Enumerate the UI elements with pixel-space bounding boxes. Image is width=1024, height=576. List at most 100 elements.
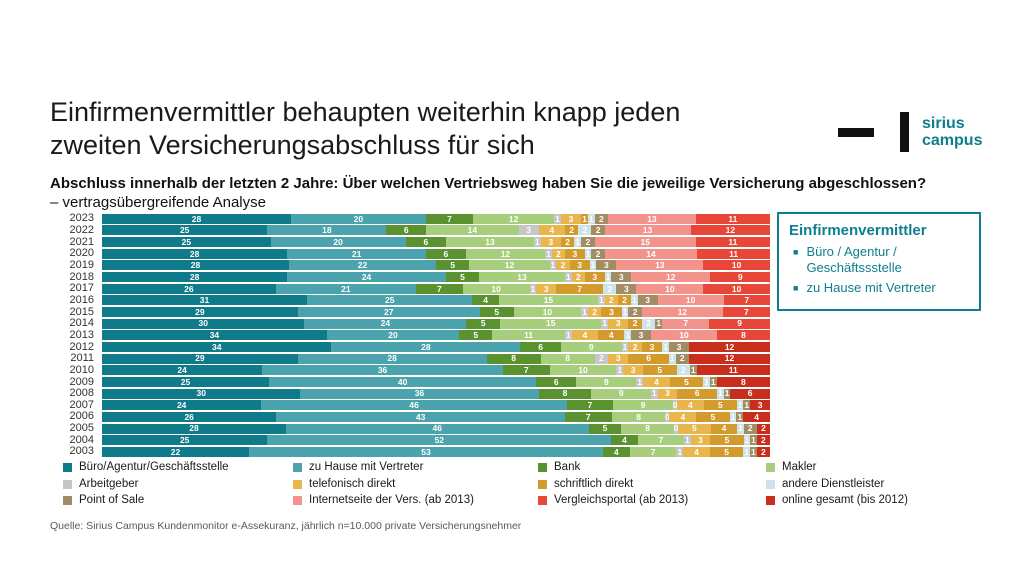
bar-segment: 1 [624,330,632,341]
bar-segment-value: 3 [645,295,650,306]
chart-question: Abschluss innerhalb der letzten 2 Jahre:… [50,174,930,212]
bar-segment-value: 11 [728,365,738,376]
bar-segment-value: 1 [744,446,749,457]
bar-segment: 15 [500,318,602,329]
bar-segment-value: 3 [638,330,644,341]
bar-segment-value: 2 [632,318,638,329]
bar-row: 2011 29 28 8 8 2 3 6 1 2 12 [50,353,775,365]
year-label: 2011 [70,352,94,365]
legend-item: telefonisch direkt [293,478,538,491]
bar-segment-value: 0 [673,423,678,434]
legend-swatch [293,496,302,506]
bar-segment-value: 7 [587,400,593,411]
bar-segment-value: 13 [517,272,527,282]
bar-segment: 12 [465,248,546,259]
bar-segment-value: 43 [415,411,426,422]
bar-segment-value: 4 [582,330,588,341]
bar-segment-value: 9 [618,388,624,399]
bar-row: 2017 26 21 7 10 1 3 7 2 3 10 10 [50,283,775,295]
bar-segment: 22 [102,446,249,457]
bar-segment: 2 [628,342,642,353]
bar-segment-value: 7 [744,295,750,306]
bar-segment: 1 [717,388,724,399]
bar-segment-value: 0 [673,400,678,411]
bar-stack: 25 52 4 7 1 3 5 1 1 2 [102,435,770,446]
bar-row: 2014 30 24 5 15 1 3 2 2 1 7 9 [50,318,775,330]
bar-stack: 30 36 8 9 1 3 6 1 1 6 [102,388,770,399]
bar-row: 2004 25 52 4 7 1 3 5 1 1 2 [50,434,775,446]
bar-segment: 7 [502,365,550,376]
legend-label: andere Dienstleister [782,477,885,490]
bar-stack: 34 28 6 9 1 2 3 1 3 12 [102,342,771,353]
bar-segment-value: 12 [504,260,515,271]
bar-segment-value: 6 [423,237,429,247]
bar-segment: 34 [102,342,332,353]
bar-segment: 28 [102,260,290,271]
bar-segment: 1 [601,318,609,329]
bar-segment: 3 [540,237,561,248]
legend-swatch [63,479,72,489]
bar-segment: 0 [673,400,678,411]
bar-segment: 2 [594,353,609,364]
bar-segment: 3 [657,388,678,399]
bar-segment: 10 [462,283,530,294]
bar-segment: 24 [304,318,467,329]
bar-segment: 26 [102,283,276,294]
bar-segment: 1 [604,272,612,283]
bar-segment-value: 5 [724,435,730,446]
bar-segment: 5 [445,272,479,283]
bar-stack: 25 40 6 9 1 4 5 1 1 8 [102,377,771,388]
bar-segment: 1 [689,365,697,376]
legend-item: andere Dienstleister [766,477,908,491]
bar-segment: 1 [616,365,624,376]
bar-segment-value: 4 [687,400,693,411]
bar-segment-value: 1 [704,377,709,387]
bar-segment-value: 21 [351,248,362,259]
bar-segment: 3 [690,435,711,446]
bar-segment-value: 6 [443,248,449,259]
legend-item: Büro/Agentur/Geschäftsstelle [63,461,293,474]
legend-item: Internetseite der Vers. (ab 2013) [293,494,538,507]
bar-segment-value: 7 [658,435,664,446]
bar-segment: 1 [736,400,744,411]
year-label: 2014 [69,317,94,330]
bar-segment: 10 [650,330,718,341]
bar-segment-value: 9 [603,377,609,387]
bar-segment-value: 28 [190,260,201,271]
bar-segment: 1 [529,283,537,294]
legend-item: schriftlich direkt [538,477,766,491]
sirius-campus-logo: sirius campus [838,112,982,152]
bar-segment-value: 28 [189,272,200,282]
bar-segment-value: 12 [500,248,511,259]
bar-segment: 5 [696,411,730,422]
bar-segment: 1 [684,435,691,446]
legend-label: schriftlich direkt [554,477,634,490]
bar-segment: 7 [564,411,612,422]
bar-segment: 4 [669,411,697,422]
bar-segment: 12 [473,213,555,224]
bar-segment-value: 1 [637,377,643,387]
bar-segment-value: 13 [647,213,657,224]
bar-segment: 5 [466,318,501,329]
bar-stack: 24 46 7 9 0 4 5 1 1 3 [102,400,771,411]
bar-segment-value: 1 [605,272,611,282]
bar-segment: 1 [598,295,605,306]
source-note: Quelle: Sirius Campus Kundenmonitor e-As… [50,520,522,532]
year-label: 2006 [69,410,94,423]
bar-segment: 4 [598,330,625,341]
bar-segment-value: 28 [387,353,397,364]
bar-segment: 24 [102,400,262,411]
bar-segment-value: 2 [607,283,613,294]
year-label: 2003 [69,445,94,458]
callout-item: ■ zu Hause mit Vertreter [789,280,969,296]
bar-segment: 1 [587,213,595,224]
legend-label: Bank [554,461,581,473]
bar-segment: 2 [676,365,690,376]
bar-segment: 2 [581,237,595,248]
bullet-square-icon: ■ [793,282,799,293]
bar-segment-value: 24 [361,272,372,282]
bar-segment-value: 25 [179,225,190,236]
einfirmenvermittler-callout: Einfirmenvermittler ■ Büro / Agentur / Ge… [777,212,981,311]
bar-segment-value: 12 [677,307,688,317]
bar-segment-value: 7 [577,283,583,294]
